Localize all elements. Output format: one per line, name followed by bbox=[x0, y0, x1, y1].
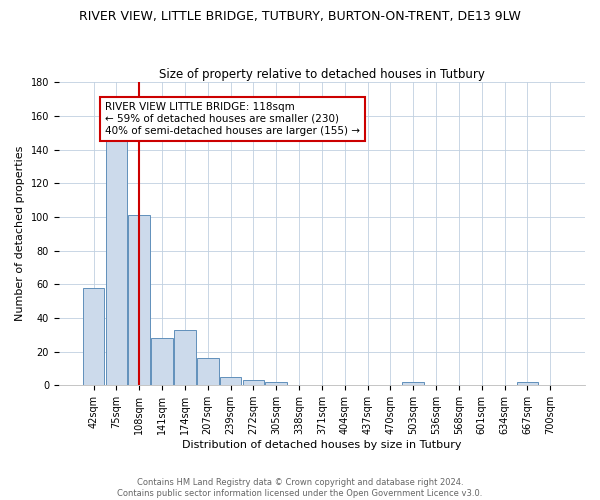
Bar bbox=[151, 338, 173, 385]
Bar bbox=[197, 358, 218, 385]
Bar bbox=[242, 380, 264, 385]
Y-axis label: Number of detached properties: Number of detached properties bbox=[15, 146, 25, 322]
Bar bbox=[174, 330, 196, 385]
Bar bbox=[265, 382, 287, 385]
Bar bbox=[128, 215, 150, 385]
Bar bbox=[106, 141, 127, 385]
Bar bbox=[220, 377, 241, 385]
Bar bbox=[517, 382, 538, 385]
Text: RIVER VIEW LITTLE BRIDGE: 118sqm
← 59% of detached houses are smaller (230)
40% : RIVER VIEW LITTLE BRIDGE: 118sqm ← 59% o… bbox=[105, 102, 360, 136]
Text: RIVER VIEW, LITTLE BRIDGE, TUTBURY, BURTON-ON-TRENT, DE13 9LW: RIVER VIEW, LITTLE BRIDGE, TUTBURY, BURT… bbox=[79, 10, 521, 23]
Text: Contains HM Land Registry data © Crown copyright and database right 2024.
Contai: Contains HM Land Registry data © Crown c… bbox=[118, 478, 482, 498]
X-axis label: Distribution of detached houses by size in Tutbury: Distribution of detached houses by size … bbox=[182, 440, 461, 450]
Bar bbox=[403, 382, 424, 385]
Bar bbox=[83, 288, 104, 385]
Title: Size of property relative to detached houses in Tutbury: Size of property relative to detached ho… bbox=[159, 68, 485, 81]
